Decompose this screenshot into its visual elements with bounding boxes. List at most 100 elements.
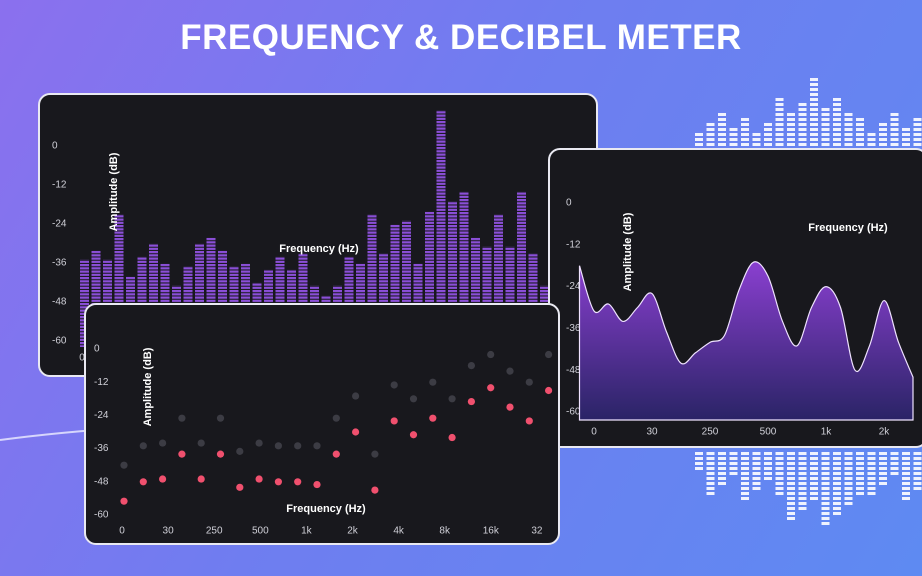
bar — [517, 191, 526, 347]
x-axis-label: Frequency (Hz) — [279, 243, 359, 255]
decor-bar — [775, 467, 784, 470]
decor-bar — [764, 467, 772, 470]
chart: 0 -12 -24 -36 -48 -60 0 Amplitude (dB) Frequency… — [52, 110, 549, 364]
dot — [332, 450, 340, 458]
decor-bar — [902, 492, 910, 495]
decor-bar — [741, 128, 749, 131]
decor-bar — [775, 123, 784, 126]
decor-bar — [821, 128, 830, 131]
decor-bar — [821, 497, 830, 500]
decor-bar — [913, 128, 922, 131]
x-tick-label: 0 — [591, 427, 597, 438]
decor-bar — [729, 138, 738, 141]
decor-bar — [741, 123, 749, 126]
decor-bar — [833, 457, 841, 460]
decor-bar — [810, 133, 818, 136]
decor-bar — [729, 143, 738, 146]
decor-bar — [867, 467, 876, 470]
decor-bar — [775, 487, 784, 490]
x-tick-label: 30 — [646, 427, 658, 438]
decor-bar — [729, 462, 738, 465]
dot — [352, 428, 360, 436]
decor-bar — [787, 123, 795, 126]
decor-bar — [844, 492, 853, 495]
decor-bar — [833, 103, 841, 106]
decor-bar — [729, 472, 738, 475]
decor-bar — [833, 123, 841, 126]
bar — [137, 256, 147, 347]
decor-bar — [764, 472, 772, 475]
decor-bar — [741, 452, 749, 455]
decor-bar — [706, 128, 715, 131]
bar — [367, 214, 377, 347]
decor-bar — [775, 482, 784, 485]
dot — [236, 483, 244, 491]
decor-bar — [833, 462, 841, 465]
bar — [528, 253, 538, 347]
decor-bar — [764, 457, 772, 460]
decor-bar — [798, 487, 807, 490]
decor-bar — [844, 128, 853, 131]
decor-bar — [913, 482, 922, 485]
dot — [332, 414, 340, 422]
bar — [448, 201, 457, 347]
decor-bar — [844, 113, 853, 116]
decor-bar — [890, 452, 899, 455]
decor-bar — [833, 472, 841, 475]
decor-bar — [695, 457, 703, 460]
y-tick-label: -24 — [52, 219, 67, 230]
decor-bar — [833, 452, 841, 455]
decor-bar — [741, 467, 749, 470]
decor-bar — [913, 477, 922, 480]
x-tick-label: 8k — [439, 526, 451, 537]
decor-bar — [752, 472, 761, 475]
decor-bar — [913, 123, 922, 126]
decor-bar — [902, 487, 910, 490]
decor-bar — [764, 143, 772, 146]
x-axis-label: Frequency (Hz) — [286, 503, 366, 515]
dot — [313, 442, 321, 450]
decor-bar — [890, 143, 899, 146]
dot — [139, 442, 147, 450]
decor-bar — [844, 502, 853, 505]
decor-bar — [810, 128, 818, 131]
decor-bar — [833, 113, 841, 116]
x-tick-label: 1k — [821, 427, 833, 438]
decor-bar — [902, 452, 910, 455]
decor-bar — [913, 138, 922, 141]
y-tick-label: 0 — [566, 198, 572, 209]
decor-bar — [833, 143, 841, 146]
dot — [371, 486, 379, 494]
decor-bar — [867, 138, 876, 141]
decor-bar — [741, 138, 749, 141]
decor-bar — [913, 133, 922, 136]
decor-bar — [856, 133, 864, 136]
decor-bar — [706, 467, 715, 470]
decor-bar — [913, 143, 922, 146]
bar — [91, 250, 101, 347]
decor-bar — [775, 98, 784, 101]
decor-bar — [821, 133, 830, 136]
dot — [274, 478, 282, 486]
area-panel: 0 -12 -24 -36 -48 -60 0 30 250 500 1k 2k Amplitude (… — [548, 148, 922, 448]
y-tick-label: -36 — [52, 258, 67, 269]
decor-bar — [752, 482, 761, 485]
decor-bar — [787, 452, 795, 455]
decor-bar — [821, 108, 830, 111]
decor-bar — [775, 452, 784, 455]
bar — [505, 246, 515, 347]
decor-bar — [787, 492, 795, 495]
decor-bar — [844, 462, 853, 465]
decor-bar — [879, 477, 887, 480]
dot — [409, 395, 418, 403]
decor-bar — [706, 472, 715, 475]
decor-bar — [867, 472, 876, 475]
decor-bar — [810, 88, 818, 91]
decor-bar — [764, 138, 772, 141]
dot — [120, 497, 128, 505]
decor-bar — [902, 467, 910, 470]
y-tick-label: -36 — [94, 443, 109, 454]
decor-bar — [844, 487, 853, 490]
decor-bar — [798, 128, 807, 131]
